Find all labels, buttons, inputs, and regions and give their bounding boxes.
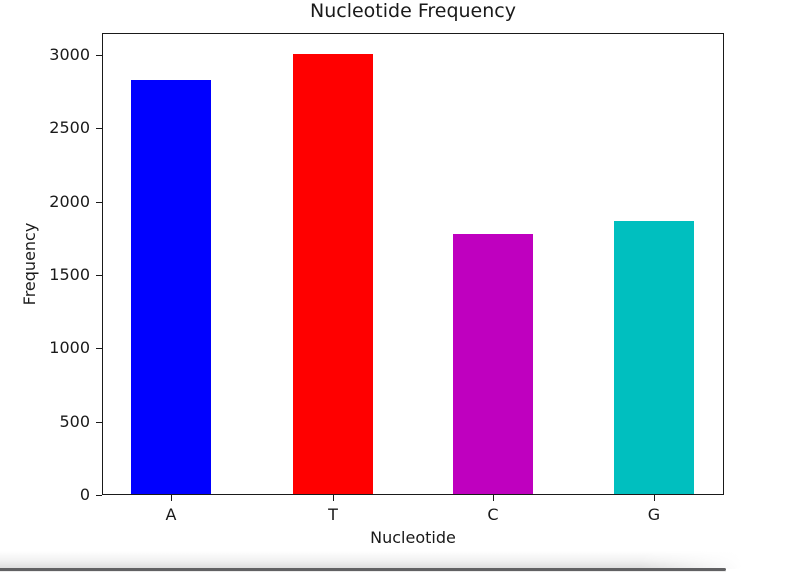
x-tick-mark: [493, 495, 494, 501]
x-tick-mark: [654, 495, 655, 501]
x-tick-mark: [333, 495, 334, 501]
y-tick-label: 500: [59, 412, 90, 431]
y-tick-label: 0: [79, 485, 90, 504]
x-tick-label-A: A: [165, 505, 177, 524]
window-bottom-shadow-fade: [640, 551, 760, 569]
y-tick-label: 3000: [49, 45, 90, 64]
y-tick-mark: [96, 128, 102, 129]
y-axis-label: Frequency: [20, 222, 39, 306]
y-tick-label: 2000: [49, 192, 90, 211]
y-tick-label: 1500: [49, 265, 90, 284]
x-tick-mark: [171, 495, 172, 501]
x-axis-label: Nucleotide: [370, 528, 456, 547]
bar-C: [453, 234, 533, 494]
y-tick-label: 2500: [49, 118, 90, 137]
y-tick-label: 1000: [49, 338, 90, 357]
x-tick-label-G: G: [647, 505, 661, 524]
x-tick-label-C: C: [487, 505, 499, 524]
y-tick-mark: [96, 275, 102, 276]
window-bottom-shadow: [0, 551, 749, 569]
plot-area: [102, 33, 724, 495]
bar-A: [131, 80, 211, 494]
x-tick-label-T: T: [328, 505, 338, 524]
window-bottom-edge: [0, 568, 726, 571]
y-tick-mark: [96, 348, 102, 349]
bar-T: [293, 54, 373, 494]
chart-title: Nucleotide Frequency: [310, 0, 516, 22]
y-tick-mark: [96, 422, 102, 423]
y-tick-mark: [96, 495, 102, 496]
y-tick-mark: [96, 202, 102, 203]
bar-G: [614, 221, 694, 494]
y-tick-mark: [96, 55, 102, 56]
